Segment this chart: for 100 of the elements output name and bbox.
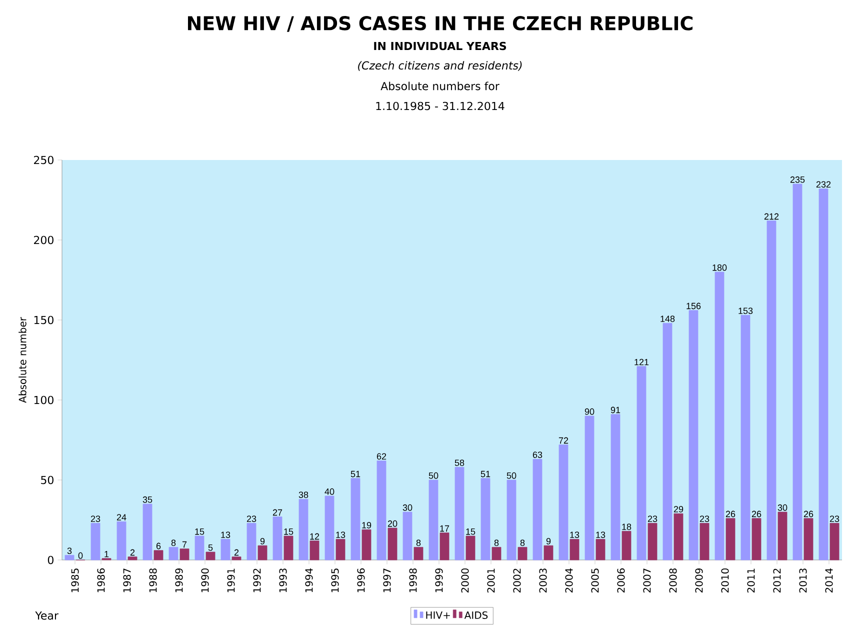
bar — [180, 548, 190, 560]
bar — [194, 536, 204, 560]
text: 1.10.1985 - 31.12.2014 — [376, 102, 504, 110]
data-label: 90 — [584, 408, 594, 415]
x-tick-label: 2000 — [461, 568, 469, 592]
bar — [596, 538, 606, 560]
data-label: 23 — [830, 516, 840, 522]
bar — [350, 478, 360, 560]
x-tick-label: 1987 — [123, 568, 131, 592]
x-tick-label: 2011 — [747, 568, 755, 592]
y-axis-title: Absolute number — [18, 317, 26, 403]
bar — [310, 540, 320, 560]
x-tick-label: 2002 — [513, 568, 521, 592]
data-label: 13 — [221, 532, 230, 538]
chart-subtitle: IN INDIVIDUAL YEARS — [374, 42, 506, 50]
x-tick-label: 1991 — [227, 568, 235, 592]
data-label: 62 — [376, 453, 386, 460]
y-tick-label: 250 — [34, 156, 54, 164]
x-tick-label: 2010 — [721, 568, 729, 592]
data-label: 13 — [336, 532, 346, 538]
x-tick-label: 1997 — [383, 568, 391, 592]
data-label: 29 — [674, 506, 684, 512]
data-label: 2 — [234, 549, 239, 556]
bar — [376, 460, 386, 560]
x-tick-label: 1992 — [253, 568, 261, 592]
bar — [362, 529, 372, 560]
bar — [220, 538, 230, 560]
bar — [610, 414, 620, 560]
data-label: 26 — [726, 510, 736, 518]
x-tick-label: 2003 — [539, 568, 547, 592]
bar — [766, 220, 776, 560]
data-label: 13 — [570, 532, 580, 538]
x-tick-label: 1995 — [331, 568, 339, 592]
x-tick-label: 1985 — [71, 568, 79, 592]
data-label: 20 — [388, 520, 398, 527]
bar — [506, 480, 516, 560]
data-label: 51 — [350, 470, 360, 478]
data-label: 212 — [764, 213, 779, 220]
bar — [168, 546, 178, 560]
data-label: 51 — [480, 470, 490, 478]
x-tick-label: 2012 — [773, 568, 781, 592]
bar — [466, 536, 476, 560]
bar — [700, 522, 710, 560]
bar — [128, 556, 138, 560]
bar — [258, 545, 268, 560]
data-label: 19 — [362, 522, 372, 528]
data-label: 50 — [506, 472, 516, 479]
data-label: 50 — [428, 472, 438, 479]
x-tick-label: 2001 — [487, 568, 495, 592]
data-label: 0 — [78, 552, 83, 559]
bar — [584, 416, 594, 560]
x-tick-label: 2013 — [799, 568, 807, 592]
data-label: 156 — [686, 302, 701, 310]
data-label: 153 — [738, 308, 753, 314]
bar — [662, 322, 672, 560]
data-label: 63 — [532, 452, 542, 458]
bar — [830, 522, 840, 560]
bar — [544, 545, 554, 560]
data-label: 180 — [712, 264, 727, 271]
bar — [388, 528, 398, 560]
bar — [688, 310, 698, 560]
chart-title: NEW HIV / AIDS CASES IN THE CZECH REPUBLIC — [188, 16, 692, 32]
y-tick-label: 150 — [34, 316, 54, 324]
bar — [804, 518, 814, 560]
bar — [518, 546, 528, 560]
bar — [570, 538, 580, 560]
data-label: 235 — [790, 176, 805, 183]
x-tick-label: 1988 — [149, 568, 157, 592]
y-tick-label: 0 — [48, 556, 54, 564]
bar — [492, 546, 502, 560]
data-label: 8 — [171, 540, 176, 546]
data-label: 3 — [67, 548, 72, 554]
bar — [792, 184, 802, 560]
bar — [116, 521, 126, 560]
bar — [648, 522, 658, 560]
bar — [90, 522, 100, 560]
bar — [818, 188, 828, 560]
data-label: 8 — [520, 540, 525, 546]
bar — [206, 552, 216, 560]
x-tick-label: 2006 — [617, 568, 625, 592]
bar — [440, 532, 450, 560]
x-tick-label: 2004 — [565, 568, 573, 592]
data-label: 18 — [622, 524, 632, 530]
data-label: 23 — [648, 516, 658, 522]
bar — [558, 444, 568, 560]
data-label: 7 — [182, 541, 187, 548]
data-label: 26 — [804, 510, 814, 518]
data-label: 58 — [454, 460, 464, 466]
data-label: 232 — [816, 181, 831, 188]
data-label: 23 — [90, 516, 100, 522]
text: Absolute numbers for — [380, 82, 500, 90]
x-tick-label: 1986 — [97, 568, 105, 592]
data-label: 72 — [558, 437, 568, 444]
bar — [298, 498, 308, 560]
data-label: 15 — [284, 528, 294, 535]
x-tick-label: 2007 — [643, 568, 651, 592]
data-label: 8 — [416, 540, 421, 546]
data-label: 15 — [195, 528, 204, 535]
bar — [246, 522, 256, 560]
bar — [232, 556, 242, 560]
